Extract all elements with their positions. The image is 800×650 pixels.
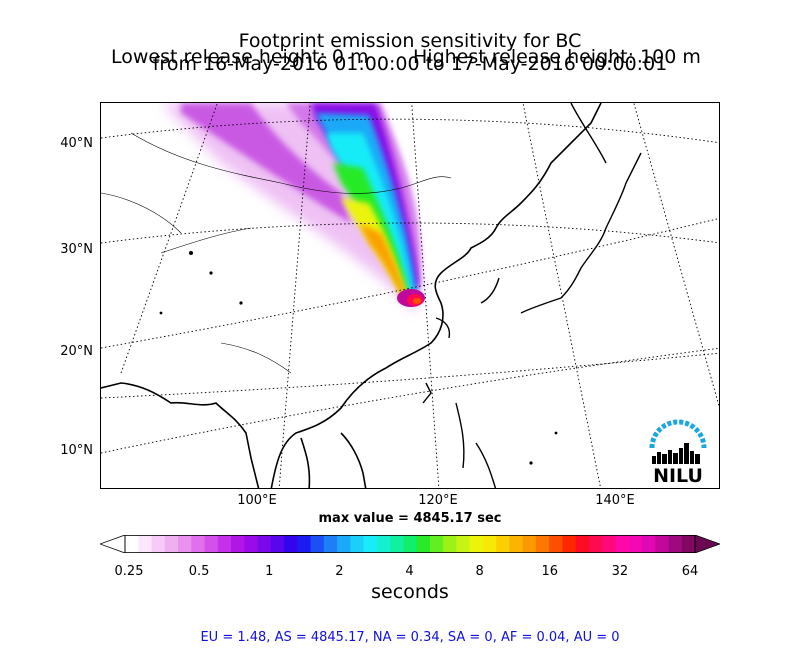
colorbar-tick-label: 1 bbox=[265, 564, 274, 579]
colorbar-cell bbox=[231, 535, 245, 553]
colorbar-outline bbox=[124, 535, 696, 553]
colorbar-cell bbox=[337, 535, 351, 553]
nilu-logo-graphic: NILU bbox=[649, 419, 707, 487]
colorbar-cell bbox=[164, 535, 179, 553]
colorbar-cell bbox=[217, 535, 232, 553]
title-line-2: from 16-May-2016 01:00:00 to 17-May-2016… bbox=[152, 53, 668, 75]
colorbar-cell bbox=[178, 535, 192, 553]
colorbar-cell bbox=[681, 535, 696, 553]
lat-label-40: 40°N bbox=[60, 136, 93, 151]
colorbar-cell bbox=[138, 535, 152, 553]
title-line-1: Footprint emission sensitivity for BC bbox=[238, 30, 582, 52]
colorbar-cell bbox=[403, 535, 418, 553]
lowest-release-height: Lowest release height: 0 m bbox=[111, 46, 369, 68]
colorbar-cell bbox=[575, 535, 590, 553]
map-canvas bbox=[101, 103, 719, 488]
colorbar-cell bbox=[615, 535, 630, 553]
colorbar-cells bbox=[125, 535, 696, 553]
colorbar-cell bbox=[456, 535, 471, 553]
colorbar-cell bbox=[522, 535, 537, 553]
colorbar-unit: seconds bbox=[371, 581, 449, 603]
colorbar-cell bbox=[297, 535, 311, 553]
lon-label-100: 100°E bbox=[237, 493, 277, 508]
colorbar-tick-label: 16 bbox=[541, 564, 559, 579]
colorbar-cell bbox=[350, 535, 365, 553]
colorbar-left-arrow bbox=[100, 535, 126, 553]
country-borders bbox=[101, 132, 452, 374]
colorbar-cell bbox=[482, 535, 497, 553]
coastlines bbox=[101, 103, 642, 488]
colorbar-cell bbox=[496, 535, 510, 553]
colorbar-cell bbox=[204, 535, 219, 553]
max-value-label: max value = 4845.17 sec bbox=[318, 511, 502, 526]
nilu-logo: NILU bbox=[640, 410, 716, 487]
colorbar-tick-label: 2 bbox=[335, 564, 344, 579]
map-frame bbox=[100, 102, 720, 489]
lat-label-30: 30°N bbox=[60, 242, 93, 257]
colorbar bbox=[100, 535, 720, 553]
lon-label-120: 120°E bbox=[418, 493, 458, 508]
colorbar-cell bbox=[469, 535, 484, 553]
colorbar-cell bbox=[270, 535, 285, 553]
colorbar-cell bbox=[363, 535, 378, 553]
colorbar-cell bbox=[549, 535, 563, 553]
colorbar-cell bbox=[376, 535, 391, 553]
colorbar-cell bbox=[655, 535, 669, 553]
colorbar-cell bbox=[323, 535, 338, 553]
colorbar-cell bbox=[443, 535, 457, 553]
colorbar-cell bbox=[562, 535, 577, 553]
highest-release-height: Highest release height: 100 m bbox=[413, 46, 701, 68]
colorbar-cell bbox=[244, 535, 258, 553]
colorbar-cell bbox=[429, 535, 444, 553]
lon-label-140: 140°E bbox=[595, 493, 635, 508]
colorbar-cell bbox=[628, 535, 643, 553]
colorbar-tick-label: 64 bbox=[681, 564, 699, 579]
colorbar-cell bbox=[509, 535, 524, 553]
colorbar-cell bbox=[535, 535, 550, 553]
colorbar-cell bbox=[641, 535, 656, 553]
colorbar-cell bbox=[125, 535, 139, 553]
region-stats: EU = 1.48, AS = 4845.17, NA = 0.34, SA =… bbox=[200, 630, 620, 645]
lat-label-20: 20°N bbox=[60, 344, 93, 359]
colorbar-cell bbox=[390, 535, 404, 553]
colorbar-tick-label: 0.25 bbox=[114, 564, 144, 579]
nilu-logo-text: NILU bbox=[653, 465, 703, 486]
colorbar-cell bbox=[191, 535, 205, 553]
colorbar-right-arrow bbox=[694, 535, 720, 553]
colorbar-cell bbox=[588, 535, 603, 553]
islands bbox=[159, 251, 558, 465]
colorbar-cell bbox=[416, 535, 431, 553]
colorbar-cell bbox=[257, 535, 272, 553]
footprint-plume bbox=[161, 103, 425, 313]
colorbar-cell bbox=[284, 535, 298, 553]
colorbar-cell bbox=[310, 535, 325, 553]
lat-label-10: 10°N bbox=[60, 443, 93, 458]
colorbar-tick-label: 8 bbox=[475, 564, 484, 579]
colorbar-cell bbox=[668, 535, 683, 553]
colorbar-cell bbox=[602, 535, 616, 553]
colorbar-tick-label: 32 bbox=[611, 564, 629, 579]
colorbar-cell bbox=[151, 535, 166, 553]
title-block: Footprint emission sensitivity for BC fr… bbox=[0, 30, 800, 76]
colorbar-tick-label: 4 bbox=[405, 564, 414, 579]
graticule bbox=[101, 103, 719, 488]
colorbar-tick-label: 0.5 bbox=[188, 564, 210, 579]
